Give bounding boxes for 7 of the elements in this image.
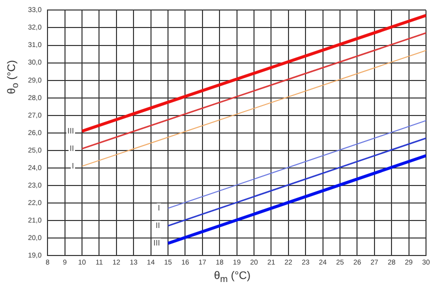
- x-axis-title: θ$_{m}$ (°C): [214, 270, 250, 284]
- series-label: III: [153, 238, 160, 248]
- series-label: II: [70, 144, 74, 153]
- series-label: I: [158, 203, 160, 212]
- series-label: II: [156, 221, 160, 230]
- series-label: III: [67, 126, 74, 136]
- series-label: I: [72, 161, 74, 170]
